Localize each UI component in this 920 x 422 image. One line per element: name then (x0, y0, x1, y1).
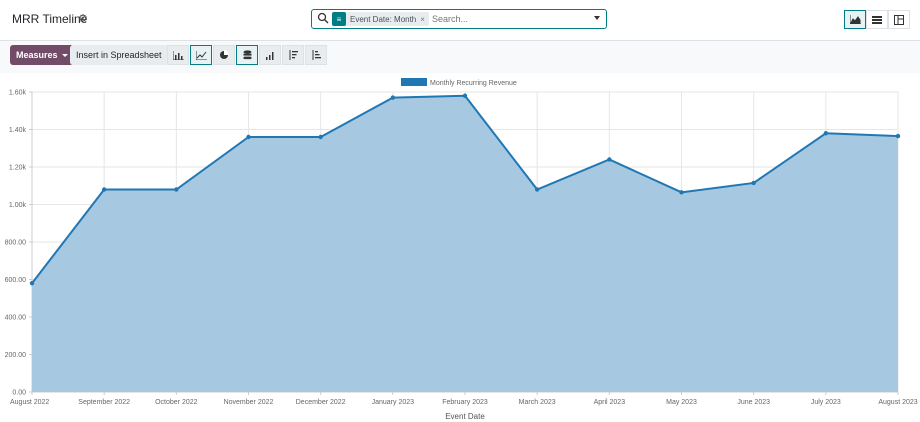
x-tick-label: February 2023 (442, 399, 488, 406)
x-tick-label: May 2023 (666, 399, 697, 406)
data-point[interactable] (895, 133, 901, 139)
x-axis-title: Event Date (445, 412, 485, 421)
data-point[interactable] (101, 187, 107, 192)
bar-chart-icon (172, 50, 184, 60)
stacked-button[interactable] (236, 45, 258, 65)
x-tick-label: August 2023 (878, 399, 917, 406)
y-tick-label: 1.00k (9, 202, 27, 209)
mrr-area-chart: 0.00 200.00 400.00 600.00 800.00 1.00k 1.20k 1.… (5, 78, 918, 421)
pivot-view-button[interactable] (888, 10, 910, 29)
y-tick-label: 1.20k (9, 165, 27, 172)
data-point[interactable] (390, 95, 396, 100)
facet-label: Event Date: Month (350, 14, 417, 24)
legend-swatch[interactable] (401, 78, 427, 86)
facet-remove-icon[interactable]: × (420, 14, 425, 24)
cumulative-button[interactable] (259, 45, 281, 65)
data-point[interactable] (823, 131, 829, 136)
search-bar[interactable]: ≡ Event Date: Month × (311, 9, 607, 29)
graph-toolbar: Measures Insert in Spreadsheet (0, 41, 920, 73)
data-point[interactable] (174, 187, 179, 192)
y-tick-label: 1.40k (9, 127, 27, 134)
pie-chart-button[interactable] (213, 45, 235, 65)
bar-chart-button[interactable] (167, 45, 189, 65)
pivot-icon (894, 14, 904, 25)
x-tick-label: April 2023 (594, 399, 626, 406)
y-tick-label: 1.60k (9, 90, 27, 97)
series-points (29, 93, 901, 286)
data-point[interactable] (318, 134, 323, 140)
group-by-icon: ≡ (332, 12, 346, 26)
legend-label[interactable]: Monthly Recurring Revenue (430, 80, 517, 87)
page-title: MRR Timeline (12, 12, 88, 26)
stack-icon (243, 50, 251, 60)
data-point[interactable] (534, 187, 540, 192)
caret-down-icon (61, 53, 68, 57)
sort-ascending-button[interactable] (305, 45, 327, 65)
cumulative-icon (266, 51, 274, 60)
data-point[interactable] (679, 190, 684, 195)
x-tick-label: August 2022 (10, 399, 49, 406)
line-chart-button[interactable] (190, 45, 212, 65)
search-dropdown-toggle[interactable] (594, 16, 600, 20)
sort-descending-icon (289, 50, 298, 60)
x-tick-label: September 2022 (78, 399, 130, 406)
data-point[interactable] (246, 134, 251, 140)
x-tick-label: March 2023 (519, 399, 556, 406)
x-tick-label: October 2022 (155, 399, 198, 406)
gear-icon[interactable]: ⚙ (78, 13, 88, 25)
measures-button[interactable]: Measures (10, 45, 74, 65)
measures-label: Measures (16, 50, 58, 60)
control-panel: MRR Timeline ⚙ ≡ Event Date: Month × (0, 0, 920, 41)
data-point[interactable] (607, 157, 612, 162)
y-tick-label: 800.00 (5, 240, 27, 247)
pie-chart-icon (220, 50, 229, 59)
area-chart-icon (849, 15, 861, 24)
sort-descending-button[interactable] (282, 45, 304, 65)
x-tick-label: December 2022 (296, 399, 346, 406)
data-point[interactable] (462, 93, 468, 98)
y-axis-ticks: 0.00 200.00 400.00 600.00 800.00 1.00k 1.20k 1.… (5, 90, 32, 397)
search-input[interactable] (432, 12, 582, 26)
x-tick-label: January 2023 (372, 399, 415, 406)
data-point[interactable] (29, 281, 35, 286)
graph-view-button[interactable] (844, 10, 866, 29)
y-tick-label: 0.00 (12, 390, 26, 397)
x-axis-ticks: August 2022 September 2022 October 2022 Nov… (10, 392, 918, 406)
x-tick-label: June 2023 (737, 399, 770, 406)
list-icon (872, 15, 882, 24)
view-switcher (844, 10, 910, 29)
search-facet[interactable]: ≡ Event Date: Month × (332, 12, 429, 26)
list-view-button[interactable] (866, 10, 888, 29)
sort-ascending-icon (312, 50, 321, 60)
series-area-fill (32, 95, 898, 392)
y-tick-label: 200.00 (5, 352, 27, 359)
y-tick-label: 600.00 (5, 277, 27, 284)
line-chart-icon (195, 50, 207, 60)
y-tick-label: 400.00 (5, 315, 27, 322)
x-tick-label: November 2022 (224, 399, 274, 406)
insert-spreadsheet-button[interactable]: Insert in Spreadsheet (70, 45, 168, 65)
data-point[interactable] (751, 180, 756, 186)
x-tick-label: July 2023 (811, 399, 841, 406)
search-icon (317, 12, 329, 24)
